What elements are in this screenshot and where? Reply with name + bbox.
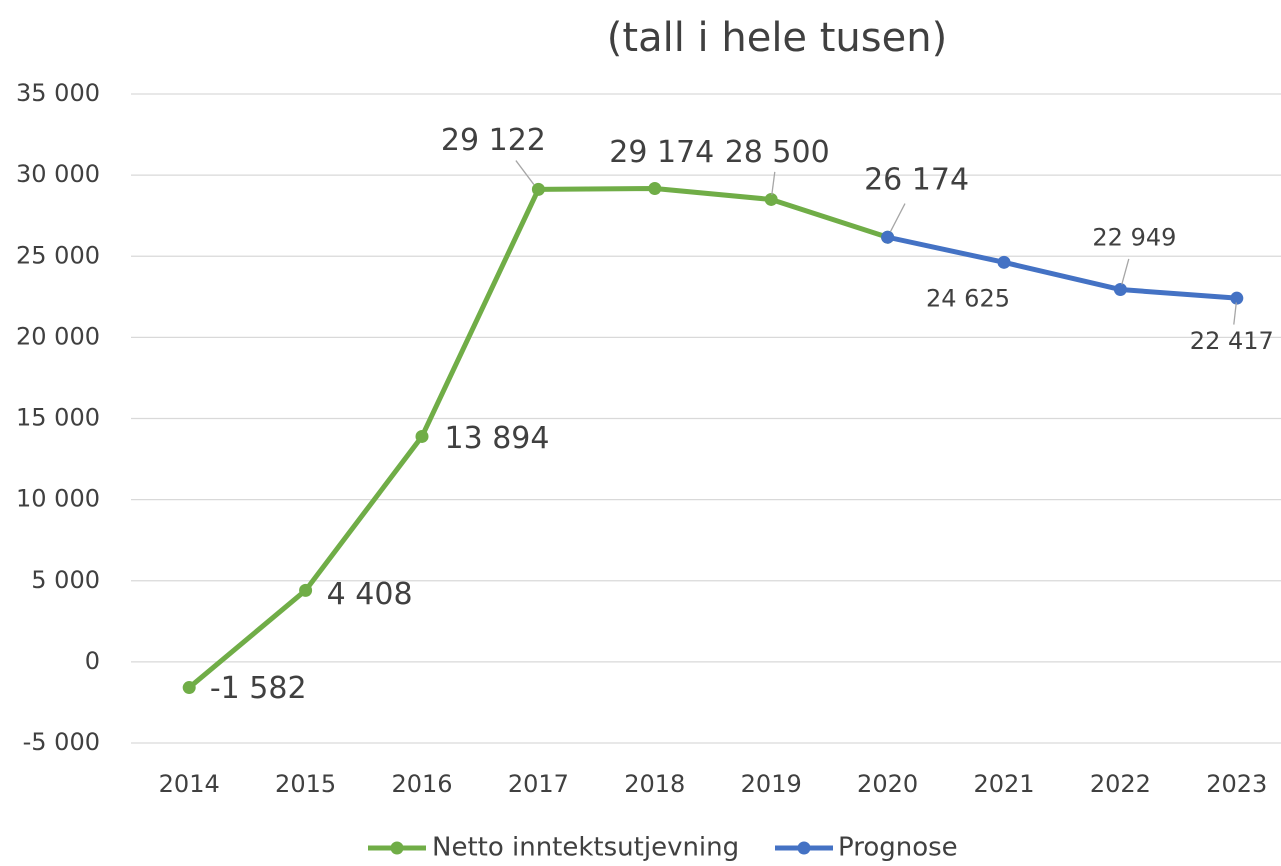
data-label: 29 122 <box>441 123 546 158</box>
data-point <box>648 182 662 196</box>
x-tick-label: 2015 <box>275 770 336 798</box>
leader-line <box>771 171 776 195</box>
data-point <box>182 681 196 695</box>
data-label: 24 625 <box>926 284 1010 312</box>
data-label: 13 894 <box>445 421 550 456</box>
x-tick-label: 2016 <box>391 770 452 798</box>
y-tick-label: 0 <box>85 647 100 675</box>
data-point <box>1230 291 1244 305</box>
y-tick-label: 20 000 <box>16 322 100 350</box>
data-label: 26 174 <box>864 163 969 198</box>
y-tick-label: 10 000 <box>16 485 100 513</box>
x-tick-label: 2023 <box>1206 770 1267 798</box>
x-tick-label: 2020 <box>857 770 918 798</box>
x-tick-label: 2022 <box>1090 770 1151 798</box>
leader-line <box>515 160 535 185</box>
leader-line <box>889 203 906 232</box>
chart-title: (tall i hele tusen) <box>607 15 947 61</box>
x-tick-label: 2017 <box>508 770 569 798</box>
leader-line <box>1233 302 1237 325</box>
data-label: -1 582 <box>210 671 307 706</box>
data-label: 28 500 <box>725 135 830 170</box>
data-point <box>531 182 545 196</box>
y-tick-label: 5 000 <box>31 566 100 594</box>
y-tick-label: 15 000 <box>16 404 100 432</box>
data-point <box>415 429 429 443</box>
series-line <box>887 234 1237 301</box>
data-point <box>764 192 778 206</box>
legend-marker <box>390 841 404 855</box>
legend-label: Prognose <box>838 833 958 863</box>
data-label: 22 417 <box>1190 327 1274 355</box>
data-label: 29 174 <box>609 135 714 170</box>
x-tick-label: 2014 <box>159 770 220 798</box>
legend-label: Netto inntektsutjevning <box>432 833 739 863</box>
legend-marker <box>797 841 811 855</box>
data-point <box>997 255 1011 269</box>
data-point <box>299 583 313 597</box>
data-point <box>1113 283 1127 297</box>
data-label: 22 949 <box>1092 224 1176 252</box>
x-tick-label: 2018 <box>624 770 685 798</box>
x-tick-label: 2019 <box>741 770 802 798</box>
y-tick-label: 35 000 <box>16 79 100 107</box>
data-point <box>881 230 895 244</box>
y-tick-label: -5 000 <box>23 728 100 756</box>
y-tick-label: 30 000 <box>16 160 100 188</box>
x-tick-label: 2021 <box>973 770 1034 798</box>
y-tick-label: 25 000 <box>16 241 100 269</box>
leader-line <box>1121 258 1130 285</box>
data-label: 4 408 <box>327 577 413 612</box>
